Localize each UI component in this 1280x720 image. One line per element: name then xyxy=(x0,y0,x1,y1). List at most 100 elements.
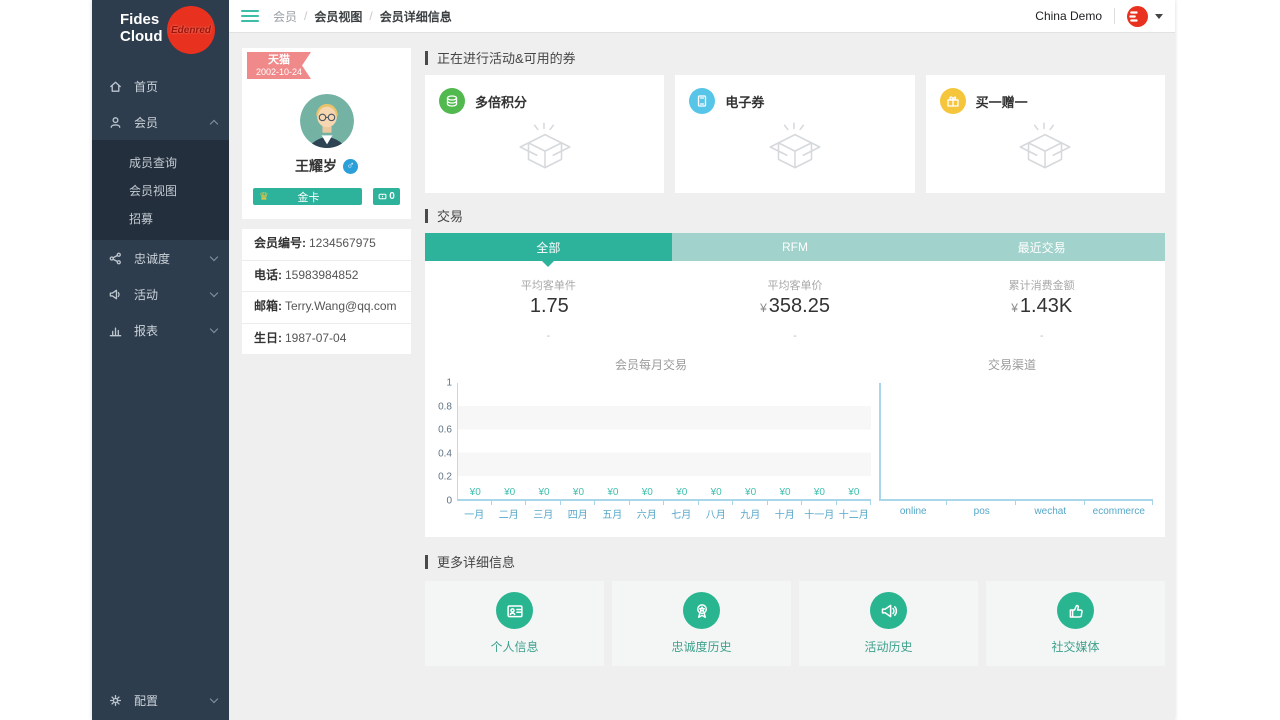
users-icon xyxy=(108,115,123,130)
sidebar-item-member-view[interactable]: 会员视图 xyxy=(92,176,229,204)
sidebar-item-home[interactable]: 首页 xyxy=(92,68,229,104)
detail-label: 邮箱: xyxy=(254,299,282,314)
registration-date: 2002-10-24 xyxy=(255,66,303,77)
detail-column: 正在进行活动&可用的券 多倍积分 xyxy=(425,48,1166,720)
empty-box-illustration xyxy=(439,120,650,174)
stat-avg-amount: 平均客单价 ¥358.25 - xyxy=(672,277,919,342)
personal-info-card[interactable]: 个人信息 xyxy=(425,581,604,666)
breadcrumb-member-detail: 会员详细信息 xyxy=(379,9,452,24)
bar-value: ¥0 xyxy=(745,487,757,498)
gold-card-button[interactable]: ♛ 金卡 xyxy=(253,188,362,205)
coupon-count-badge[interactable]: 0 xyxy=(373,188,400,205)
hamburger-menu-icon[interactable] xyxy=(241,10,259,22)
detail-label: 电话: xyxy=(254,267,282,282)
sidebar-submenu-members: 成员查询 会员视图 招募 xyxy=(92,140,229,240)
section-title: 正在进行活动&可用的券 xyxy=(437,51,576,66)
channel-name: 天猫 xyxy=(268,54,290,66)
breadcrumb: 会员 / 会员视图 / 会员详细信息 xyxy=(273,8,452,25)
stat-total-spend: 累计消费金额 ¥1.43K - xyxy=(918,277,1165,342)
bar-value: ¥0 xyxy=(504,487,516,498)
edenred-account-icon[interactable] xyxy=(1127,5,1148,27)
bar-value: ¥0 xyxy=(848,487,860,498)
detail-value: Terry.Wang@qq.com xyxy=(285,299,397,314)
detail-label: 会员编号: xyxy=(254,236,306,250)
ecoupon-icon xyxy=(689,88,716,114)
section-bar xyxy=(425,50,428,65)
more-card-label: 社交媒体 xyxy=(1051,640,1100,654)
breadcrumb-members[interactable]: 会员 xyxy=(273,9,298,24)
stat-label: 平均客单件 xyxy=(520,280,576,292)
activity-card-ecoupon: 电子券 xyxy=(675,75,915,193)
plot-wrap: 1 0.8 0.6 0.4 0.2 0 xyxy=(431,378,871,507)
bar-value: ¥0 xyxy=(538,487,550,498)
sidebar-item-reports[interactable]: 报表 xyxy=(92,312,229,348)
topbar-right: China Demo xyxy=(1035,5,1163,27)
empty-box-illustration xyxy=(689,120,900,174)
tab-recent[interactable]: 最近交易 xyxy=(918,233,1166,261)
chart-title: 交易渠道 xyxy=(987,358,1036,372)
tier-row: ♛ 金卡 0 xyxy=(253,188,400,205)
sidebar-item-activities[interactable]: 活动 xyxy=(92,276,229,312)
sidebar-item-label: 忠诚度 xyxy=(134,251,171,266)
stat-value: 1.43K xyxy=(1019,295,1073,317)
tab-all[interactable]: 全部 xyxy=(425,233,672,267)
stat-value: 1.75 xyxy=(529,295,569,317)
bar-value: ¥0 xyxy=(676,487,688,498)
bar-value: ¥0 xyxy=(813,487,825,498)
sidebar-item-label: 会员 xyxy=(134,115,159,130)
transactions-section: 交易 全部 RFM 最近交易 平均客单件 1.75 xyxy=(425,206,1166,537)
activity-history-card[interactable]: 活动历史 xyxy=(799,581,978,666)
sidebar-item-settings[interactable]: 配置 xyxy=(92,682,229,718)
medal-icon xyxy=(683,592,720,629)
x-tick: 十月 xyxy=(768,501,803,521)
transactions-section-header: 交易 xyxy=(425,206,1165,225)
divider xyxy=(1114,8,1115,24)
tab-rfm[interactable]: RFM xyxy=(671,233,919,261)
stat-sub: - xyxy=(1039,330,1044,342)
more-details-section: 更多详细信息 个人信息 xyxy=(425,552,1165,666)
activity-card-header: 电子券 xyxy=(689,88,900,114)
sidebar-item-recruit[interactable]: 招募 xyxy=(92,204,229,232)
x-tick: ecommerce xyxy=(1085,501,1154,517)
megaphone-icon xyxy=(108,287,123,302)
x-tick: 七月 xyxy=(664,501,699,521)
breadcrumb-member-view[interactable]: 会员视图 xyxy=(314,9,363,24)
section-title: 更多详细信息 xyxy=(437,555,516,570)
ticket-icon xyxy=(378,193,387,200)
transaction-channels-chart: 交易渠道 online pos wechat ecommerce xyxy=(871,356,1153,521)
breadcrumb-separator: / xyxy=(304,9,308,23)
member-name: 王耀岁 xyxy=(295,158,337,174)
x-tick: pos xyxy=(947,501,1016,517)
stat-sub: - xyxy=(793,330,797,342)
chevron-down-icon xyxy=(209,324,219,333)
sidebar-item-loyalty[interactable]: 忠诚度 xyxy=(92,240,229,276)
male-gender-icon: ♂ xyxy=(343,158,358,174)
activity-card-header: 买一赠一 xyxy=(939,88,1151,114)
more-card-label: 活动历史 xyxy=(864,640,913,654)
stat-avg-items: 平均客单件 1.75 - xyxy=(425,277,672,342)
sidebar-item-member-search[interactable]: 成员查询 xyxy=(92,148,229,176)
charts-row: 会员每月交易 1 0.8 0.6 0.4 0.2 0 xyxy=(425,348,1165,537)
y-tick: 1 xyxy=(446,377,452,389)
bar-chart-icon xyxy=(108,323,123,338)
sidebar-item-label: 首页 xyxy=(134,79,159,94)
activity-card-label: 多倍积分 xyxy=(475,94,528,110)
sidebar-item-members[interactable]: 会员 xyxy=(92,104,229,140)
loyalty-history-card[interactable]: 忠诚度历史 xyxy=(612,581,791,666)
bar-value: ¥0 xyxy=(641,487,653,498)
social-media-card[interactable]: 社交媒体 xyxy=(986,581,1165,666)
plot-area xyxy=(878,383,1153,501)
transaction-stats: 平均客单件 1.75 - 平均客单价 ¥358.25 - xyxy=(425,261,1165,348)
home-icon xyxy=(108,79,123,94)
submenu-item-label: 会员视图 xyxy=(129,183,178,198)
coupon-count: 0 xyxy=(389,191,395,202)
id-card-icon xyxy=(496,592,533,629)
content-area: 会员 / 会员视图 / 会员详细信息 China Demo xyxy=(229,0,1175,720)
user-menu-caret-icon[interactable] xyxy=(1155,13,1163,19)
transactions-card: 全部 RFM 最近交易 平均客单件 1.75 - xyxy=(425,233,1166,537)
gear-icon xyxy=(108,693,123,708)
x-axis-labels: online pos wechat ecommerce xyxy=(879,501,1153,517)
more-card-label: 忠诚度历史 xyxy=(671,640,732,654)
bar-value: ¥0 xyxy=(607,487,619,498)
